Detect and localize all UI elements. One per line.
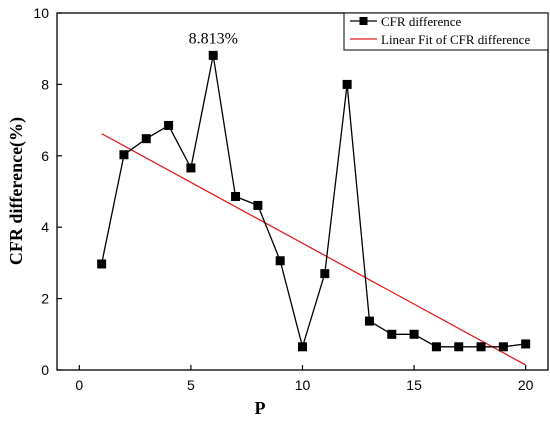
cfr-difference-point [231, 191, 241, 201]
cfr-difference-point [387, 329, 397, 339]
cfr-difference-point [364, 316, 374, 326]
legend-box [343, 12, 549, 51]
cfr-difference-point [298, 342, 307, 352]
cfr-difference-point [275, 256, 285, 266]
cfr-difference-point [431, 342, 441, 352]
legend-marker-cfr [359, 17, 368, 25]
x-tick-label: 20 [518, 377, 534, 393]
x-tick-label: 10 [295, 377, 311, 393]
cfr-difference-point [454, 342, 464, 352]
cfr-difference-point [409, 329, 419, 339]
x-tick-label: 15 [406, 377, 422, 393]
legend-label-fit: Linear Fit of CFR difference [381, 32, 530, 47]
cfr-difference-point [253, 200, 263, 210]
x-axis-title: P [255, 398, 266, 418]
legend-label-cfr: CFR difference [381, 14, 461, 29]
cfr-difference-point [164, 120, 174, 130]
y-tick-label: 6 [41, 148, 49, 164]
cfr-difference-series [97, 50, 531, 352]
x-tick-label: 5 [187, 377, 195, 393]
cfr-difference-point [498, 342, 508, 352]
y-tick-label: 10 [33, 5, 49, 21]
y-tick-label: 2 [41, 291, 49, 307]
y-tick-label: 4 [41, 219, 49, 235]
linear-fit-line [101, 133, 526, 366]
linear-fit-series [101, 133, 526, 366]
cfr-difference-point [342, 79, 352, 89]
cfr-difference-point [476, 342, 486, 352]
cfr-difference-point [186, 163, 196, 173]
cfr-difference-point [141, 134, 151, 144]
x-tick-label: 0 [75, 377, 83, 393]
y-axis-title: CFR difference(%) [6, 117, 27, 265]
axis-ticks [57, 12, 527, 371]
cfr-difference-point [97, 259, 107, 269]
axis-tick-labels: 0 5 10 15 20 0 2 4 6 8 10 [33, 5, 533, 393]
cfr-difference-point [208, 50, 218, 60]
cfr-difference-point [320, 269, 330, 279]
cfr-difference-line [100, 55, 526, 350]
y-tick-label: 0 [41, 362, 49, 378]
plot-frame [56, 12, 549, 371]
cfr-difference-point [521, 339, 531, 349]
y-tick-label: 8 [41, 76, 49, 92]
cfr-difference-point [119, 150, 129, 160]
peak-annotation: 8.813% [189, 30, 238, 47]
annotations: 8.813% [189, 30, 238, 47]
legend: CFR difference Linear Fit of CFR differe… [343, 12, 549, 51]
